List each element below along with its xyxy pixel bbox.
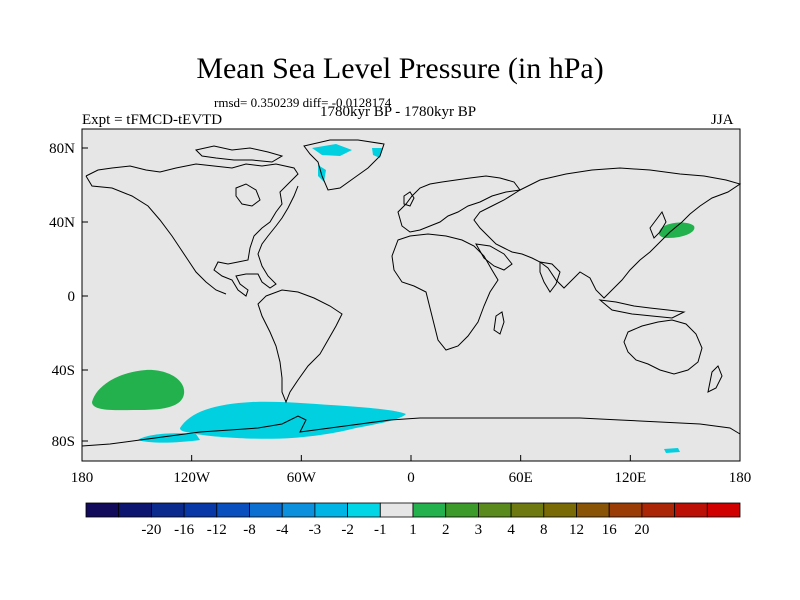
antarctic-coast-negative-anomaly <box>138 433 200 443</box>
lon-tick-label: 60E <box>509 470 533 486</box>
india-coast <box>539 261 561 293</box>
colorbar-label: 1 <box>409 522 417 538</box>
colorbar-swatch <box>510 502 545 518</box>
japan-coast <box>649 210 667 239</box>
colorbar-swatch <box>118 502 152 518</box>
madagascar-coast <box>493 311 505 335</box>
map-background <box>82 129 740 461</box>
greenland-negative-anomaly <box>312 144 352 156</box>
new-zealand-coast <box>707 365 723 393</box>
colorbar-swatch <box>216 502 250 518</box>
colorbar-swatch <box>543 502 577 518</box>
lat-tick-label: 40S <box>52 363 75 379</box>
colorbar-label: -2 <box>341 522 354 538</box>
colorbar-label: 4 <box>507 522 515 538</box>
colorbar-label: -12 <box>207 522 227 538</box>
colorbar-swatch <box>281 502 316 518</box>
colorbar-swatch <box>379 502 414 518</box>
greenland-coast <box>303 139 385 191</box>
lat-tick-label: 0 <box>68 289 76 305</box>
coastlines <box>81 139 742 447</box>
season-label: JJA <box>711 112 734 128</box>
colorbar-swatch <box>347 502 381 518</box>
colorbar-swatch <box>314 502 348 518</box>
colorbar-swatch <box>150 502 185 518</box>
south-america-coast <box>257 289 343 404</box>
colorbar-swatch <box>576 502 610 518</box>
indonesia-coast <box>598 299 686 319</box>
greenland-east-negative-anomaly <box>372 148 382 158</box>
period-label: 1780kyr BP - 1780kyr BP <box>320 104 477 120</box>
lon-tick-label: 180 <box>71 470 94 486</box>
south-pacific-positive-anomaly <box>92 369 185 411</box>
colorbar-label: -3 <box>309 522 322 538</box>
colorbar-swatch <box>706 502 741 518</box>
north-america-west-coast <box>85 175 227 295</box>
colorbar-label: -20 <box>141 522 161 538</box>
map-title: Mean Sea Level Pressure (in hPa) <box>196 52 604 85</box>
lon-axis: 180 120W 60W 0 60E 120E 180 <box>71 455 752 486</box>
lat-tick-label: 80N <box>49 141 75 157</box>
antarctic-east-negative-anomaly <box>664 448 680 453</box>
colorbar-label: 8 <box>540 522 548 538</box>
colorbar-label: 16 <box>602 522 618 538</box>
lat-tick-label: 80S <box>52 434 75 450</box>
europe-coast <box>397 175 521 233</box>
lon-tick-label: 0 <box>407 470 415 486</box>
colorbar-swatch <box>85 502 120 518</box>
africa-coast <box>391 233 499 351</box>
colorbar-label: -1 <box>374 522 387 538</box>
colorbar-swatch <box>445 502 479 518</box>
experiment-label: Expt = tFMCD-tEVTD <box>82 112 223 128</box>
lon-tick-label: 120W <box>173 470 211 486</box>
lat-axis: 80N 40N 0 40S 80S <box>49 141 88 450</box>
colorbar-swatch <box>608 502 643 518</box>
colorbar-swatch <box>674 502 708 518</box>
colorbar-label: -8 <box>243 522 256 538</box>
map-panel: 80N 40N 0 40S 80S 180 120W 60W 0 60E 120… <box>49 128 752 486</box>
antarctica-coast <box>81 415 741 447</box>
colorbar-label: -4 <box>276 522 289 538</box>
arabia-coast <box>475 243 513 271</box>
statistics-label: rmsd= 0.350239 diff= -0.0128174 <box>214 95 392 110</box>
colorbar-swatch <box>249 502 283 518</box>
colorbar-label: 20 <box>634 522 649 538</box>
hudson-bay-coast <box>235 183 261 207</box>
colorbar-label: 2 <box>442 522 450 538</box>
colorbar-label: -16 <box>174 522 194 538</box>
lon-tick-label: 180 <box>729 470 752 486</box>
arctic-islands <box>195 145 284 163</box>
australia-coast <box>623 319 703 375</box>
colorbar: -20 -16 -12 -8 -4 -3 -2 -1 1 2 3 4 8 12 16 20 <box>85 502 741 538</box>
north-america-coast <box>85 163 299 297</box>
colorbar-swatch <box>477 502 512 518</box>
britain-coast <box>403 191 415 207</box>
colorbar-swatch <box>412 502 447 518</box>
colorbar-label: 12 <box>569 522 584 538</box>
colorbar-swatch <box>641 502 676 518</box>
colorbar-label: 3 <box>475 522 483 538</box>
lat-tick-label: 40N <box>49 215 75 231</box>
lon-tick-label: 120E <box>614 470 646 486</box>
colorbar-swatch <box>183 502 218 518</box>
asia-coast <box>473 167 742 299</box>
anomaly-layer <box>92 144 695 453</box>
lon-tick-label: 60W <box>287 470 317 486</box>
